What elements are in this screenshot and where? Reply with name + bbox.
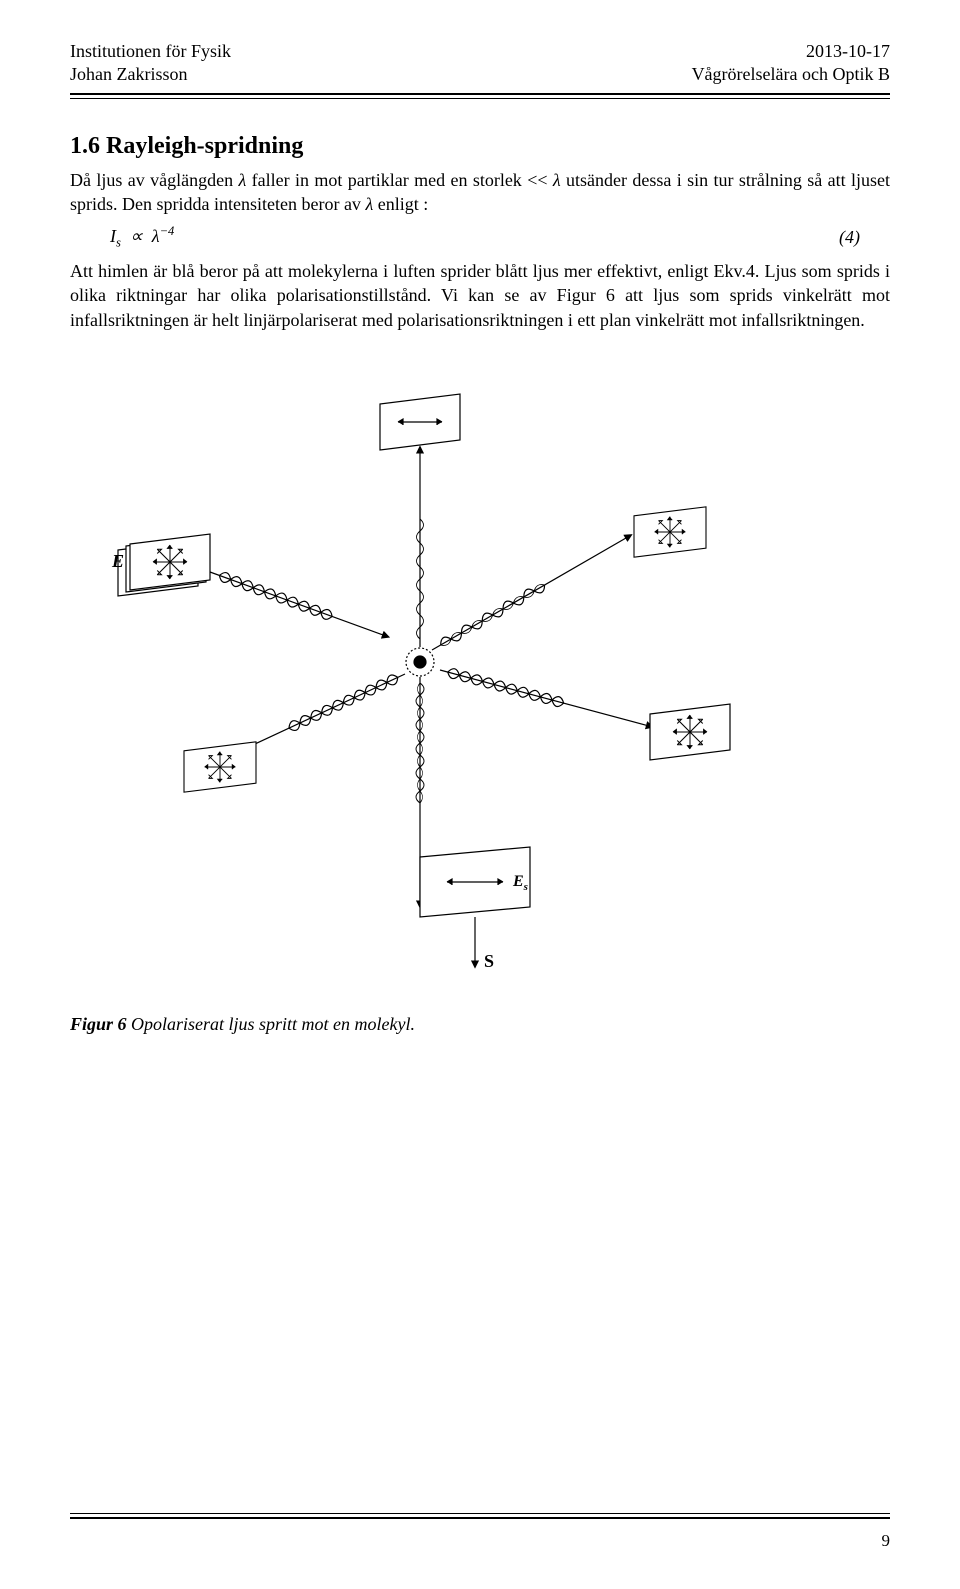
figure-6: E (70, 362, 890, 1035)
figure-caption: Figur 6 Opolariserat ljus spritt mot en … (70, 1014, 890, 1035)
paragraph-1: Då ljus av våglängden λ faller in mot pa… (70, 168, 890, 217)
label-Es: E (512, 873, 524, 890)
label-E: E (111, 551, 124, 571)
equation-number: (4) (839, 227, 860, 248)
page-number: 9 (882, 1531, 891, 1551)
page-header: Institutionen för Fysik Johan Zakrisson … (70, 40, 890, 87)
header-course: Vågrörelselära och Optik B (692, 63, 890, 86)
equation-4: Is ∝ λ−4 (4) (110, 224, 890, 251)
header-rules (70, 93, 890, 99)
footer-rules (70, 1513, 890, 1519)
paragraph-2: Att himlen är blå beror på att molekyler… (70, 259, 890, 332)
header-author: Johan Zakrisson (70, 63, 231, 86)
section-heading: 1.6 Rayleigh-spridning (70, 133, 890, 160)
scattering-diagram: E (80, 362, 820, 1002)
label-S: S (484, 951, 494, 971)
header-dept: Institutionen för Fysik (70, 40, 231, 63)
header-date: 2013-10-17 (692, 40, 890, 63)
